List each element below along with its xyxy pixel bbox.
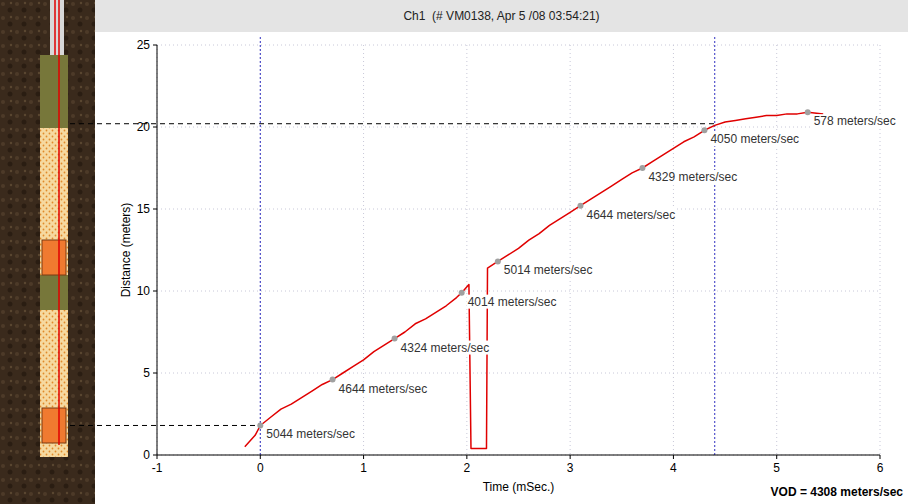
grid xyxy=(157,45,880,455)
y-grid-line xyxy=(157,455,880,456)
annotation-label: 5044 meters/sec xyxy=(266,427,355,441)
cable xyxy=(58,0,60,445)
y-grid-line xyxy=(157,127,880,128)
annotation-label: 578 meters/sec xyxy=(814,114,896,128)
x-grid-line xyxy=(673,45,674,455)
explosive-column xyxy=(40,128,68,275)
reference-lines xyxy=(70,37,715,455)
reference-vertical xyxy=(714,37,715,455)
x-tick xyxy=(880,455,881,459)
y-tick-label: 5 xyxy=(143,366,150,380)
annotation-patch xyxy=(503,263,594,277)
x-axis-title: Time (mSec.) xyxy=(483,480,555,494)
x-tick-label: 5 xyxy=(773,461,780,475)
title-bar xyxy=(95,0,908,32)
annotation-patch xyxy=(585,208,676,222)
x-tick-label: 6 xyxy=(877,461,884,475)
x-grid-line xyxy=(157,45,158,455)
annotation-patch xyxy=(467,295,558,309)
y-grid-line xyxy=(157,45,880,46)
y-tick-label: 15 xyxy=(137,202,151,216)
annotation-point xyxy=(330,377,336,383)
annotations: 5044 meters/sec 4644 meters/sec 4324 meter… xyxy=(257,109,896,441)
x-grid-line xyxy=(776,45,777,455)
annotation-patch xyxy=(400,341,491,355)
x-grid-line xyxy=(466,45,467,455)
x-tick xyxy=(260,455,261,459)
x-axis-line xyxy=(157,455,880,456)
x-tick xyxy=(776,455,777,459)
y-tick-label: 10 xyxy=(137,284,151,298)
x-tick xyxy=(363,455,364,459)
reference-horizontal xyxy=(70,425,260,426)
background xyxy=(0,0,908,504)
axes: -101234560510152025 xyxy=(137,38,884,475)
reference-horizontal xyxy=(70,123,715,124)
y-tick xyxy=(153,45,157,46)
y-tick xyxy=(153,373,157,374)
rock xyxy=(0,0,95,504)
y-axis-title: Distance (meters) xyxy=(119,203,133,298)
annotation-point xyxy=(392,336,398,342)
annotation-label: 4324 meters/sec xyxy=(401,341,490,355)
annotation-patch xyxy=(709,132,800,146)
annotation-patch xyxy=(338,382,429,396)
annotation-label: 4644 meters/sec xyxy=(339,382,428,396)
annotation-patch xyxy=(647,170,738,184)
y-tick xyxy=(153,455,157,456)
x-tick-label: 0 xyxy=(257,461,264,475)
primer xyxy=(42,408,66,443)
primer xyxy=(42,240,66,275)
x-tick xyxy=(157,455,158,459)
annotation-label: 4014 meters/sec xyxy=(468,295,557,309)
page: {"chart_data": { "type": "line", "title"… xyxy=(0,0,908,504)
annotation-point xyxy=(701,127,707,133)
vod-footer: VOD = 4308 meters/sec xyxy=(771,485,904,499)
chart-svg: -1012345605101520255044 meters/sec4644 m… xyxy=(0,0,908,504)
annotation-point xyxy=(805,109,811,115)
x-tick-label: 3 xyxy=(567,461,574,475)
x-tick-label: 2 xyxy=(464,461,471,475)
annotation-label: 4050 meters/sec xyxy=(710,132,799,146)
y-tick-label: 25 xyxy=(137,38,151,52)
annotation-point xyxy=(257,422,263,428)
trace-line xyxy=(245,112,823,448)
annotation-point xyxy=(459,290,465,296)
x-tick-label: 1 xyxy=(360,461,367,475)
collar-hole xyxy=(50,0,64,55)
annotation-point xyxy=(495,258,501,264)
annotation-patch xyxy=(813,114,897,128)
x-tick xyxy=(570,455,571,459)
y-grid-line xyxy=(157,291,880,292)
x-tick-label: 4 xyxy=(670,461,677,475)
annotation-patch xyxy=(265,427,356,441)
plot-area xyxy=(245,112,823,448)
x-tick xyxy=(466,455,467,459)
explosive-column xyxy=(40,310,68,457)
annotation-point xyxy=(639,165,645,171)
y-tick xyxy=(153,209,157,210)
reference-vertical xyxy=(260,37,261,455)
deck-stemming xyxy=(40,275,68,310)
x-tick xyxy=(673,455,674,459)
x-grid-line xyxy=(880,45,881,455)
annotation-point xyxy=(577,203,583,209)
annotation-label: 4644 meters/sec xyxy=(586,208,675,222)
chart-title: Ch1 (# VM0138, Apr 5 /08 03:54:21) xyxy=(403,9,599,23)
y-grid-line xyxy=(157,373,880,374)
y-tick-label: 20 xyxy=(137,120,151,134)
x-tick-label: -1 xyxy=(152,461,163,475)
cable xyxy=(54,0,56,55)
stemming xyxy=(40,55,68,128)
y-tick-label: 0 xyxy=(143,448,150,462)
y-tick xyxy=(153,127,157,128)
borehole-diagram xyxy=(0,0,95,504)
annotation-label: 4329 meters/sec xyxy=(648,170,737,184)
y-grid-line xyxy=(157,209,880,210)
y-tick xyxy=(153,291,157,292)
y-axis-line xyxy=(157,45,158,455)
annotation-label: 5014 meters/sec xyxy=(504,263,593,277)
x-grid-line xyxy=(570,45,571,455)
